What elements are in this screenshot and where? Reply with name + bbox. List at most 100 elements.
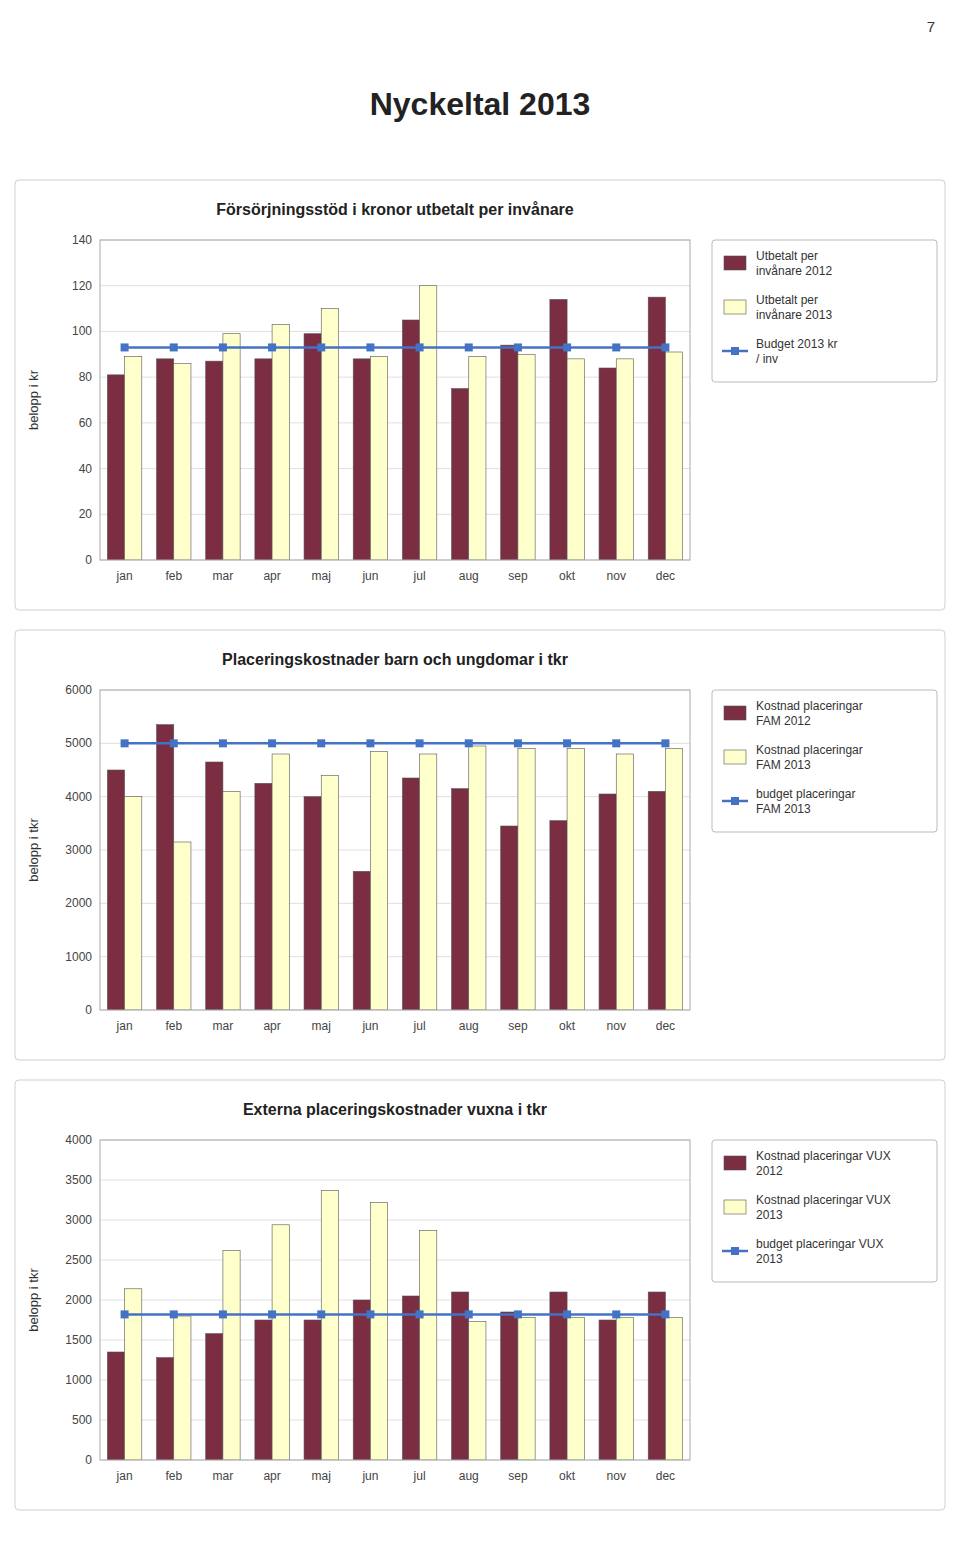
marker (514, 739, 522, 747)
bar (107, 770, 124, 1010)
y-tick-label: 0 (85, 1453, 92, 1467)
bar (353, 871, 370, 1010)
bar (223, 791, 240, 1010)
chart: Försörjningsstöd i kronor utbetalt per i… (15, 180, 945, 610)
y-tick-label: 5000 (65, 736, 92, 750)
bar (206, 762, 223, 1010)
y-tick-label: 1500 (65, 1333, 92, 1347)
y-tick-label: 140 (72, 233, 92, 247)
bar (272, 754, 289, 1010)
legend: Kostnad placeringar VUX2012Kostnad place… (712, 1140, 937, 1282)
x-tick-label: apr (263, 569, 280, 583)
bar (452, 789, 469, 1010)
x-tick-label: apr (263, 1469, 280, 1483)
marker (612, 739, 620, 747)
bar (469, 1322, 486, 1460)
bar (107, 1352, 124, 1460)
marker (563, 1310, 571, 1318)
legend-frame (712, 240, 937, 382)
x-tick-label: nov (607, 569, 626, 583)
bar (206, 361, 223, 560)
marker (563, 739, 571, 747)
x-tick-label: jul (413, 1019, 426, 1033)
x-tick-label: okt (559, 1019, 576, 1033)
legend-swatch (724, 1200, 746, 1214)
y-tick-label: 120 (72, 279, 92, 293)
x-tick-label: mar (213, 1019, 234, 1033)
marker (121, 1310, 129, 1318)
bar (304, 797, 321, 1010)
bar (616, 1318, 633, 1460)
legend-frame (712, 1140, 937, 1282)
marker (366, 343, 374, 351)
marker (170, 343, 178, 351)
marker (612, 343, 620, 351)
bar (304, 1320, 321, 1460)
legend: Utbetalt perinvånare 2012Utbetalt perinv… (712, 240, 937, 382)
plot-frame (100, 240, 690, 560)
panel-frame (15, 630, 945, 1060)
x-tick-label: aug (459, 1019, 479, 1033)
bar (255, 783, 272, 1010)
bar (501, 345, 518, 560)
x-tick-label: feb (165, 1019, 182, 1033)
x-tick-label: maj (312, 1469, 331, 1483)
marker (612, 1310, 620, 1318)
y-tick-label: 1000 (65, 950, 92, 964)
bar (501, 826, 518, 1010)
x-tick-label: sep (508, 569, 528, 583)
x-tick-label: dec (656, 1469, 675, 1483)
legend-swatch (724, 706, 746, 720)
marker (416, 1310, 424, 1318)
y-tick-label: 40 (79, 462, 93, 476)
bar (157, 1358, 174, 1460)
y-tick-label: 4000 (65, 1133, 92, 1147)
x-tick-label: dec (656, 569, 675, 583)
x-tick-label: maj (312, 1019, 331, 1033)
bar (599, 1320, 616, 1460)
bar (125, 797, 142, 1010)
bar (420, 1230, 437, 1460)
y-tick-label: 0 (85, 553, 92, 567)
y-tick-label: 20 (79, 507, 93, 521)
legend-entry: Kostnad placeringar VUX2013 (756, 1193, 891, 1222)
bar (223, 334, 240, 560)
y-tick-label: 4000 (65, 790, 92, 804)
bar (616, 359, 633, 560)
marker (514, 1310, 522, 1318)
bar (370, 1202, 387, 1460)
legend-entry: Utbetalt perinvånare 2013 (756, 293, 832, 322)
y-tick-label: 100 (72, 324, 92, 338)
bar (599, 794, 616, 1010)
bar (125, 357, 142, 560)
marker (366, 1310, 374, 1318)
bar (255, 359, 272, 560)
x-tick-label: mar (213, 1469, 234, 1483)
x-tick-label: jan (116, 569, 133, 583)
bar (402, 320, 419, 560)
line (125, 1313, 666, 1316)
bar (501, 1312, 518, 1460)
marker (416, 739, 424, 747)
x-tick-label: aug (459, 569, 479, 583)
x-tick-label: jul (413, 1469, 426, 1483)
grid-line (100, 1180, 690, 1181)
bar (157, 359, 174, 560)
marker (219, 1310, 227, 1318)
bar (107, 375, 124, 560)
bar (648, 791, 665, 1010)
marker (268, 1310, 276, 1318)
chart-title: Placeringskostnader barn och ungdomar i … (222, 651, 568, 668)
x-tick-label: dec (656, 1019, 675, 1033)
legend-swatch (724, 256, 746, 270)
legend-swatch (724, 300, 746, 314)
bar (370, 357, 387, 560)
y-tick-label: 3500 (65, 1173, 92, 1187)
y-tick-label: 500 (72, 1413, 92, 1427)
marker (170, 1310, 178, 1318)
y-tick-label: 0 (85, 1003, 92, 1017)
bar (370, 751, 387, 1010)
bar (567, 749, 584, 1010)
bar (174, 1316, 191, 1460)
chart: Externa placeringskostnader vuxna i tkrb… (15, 1080, 945, 1510)
